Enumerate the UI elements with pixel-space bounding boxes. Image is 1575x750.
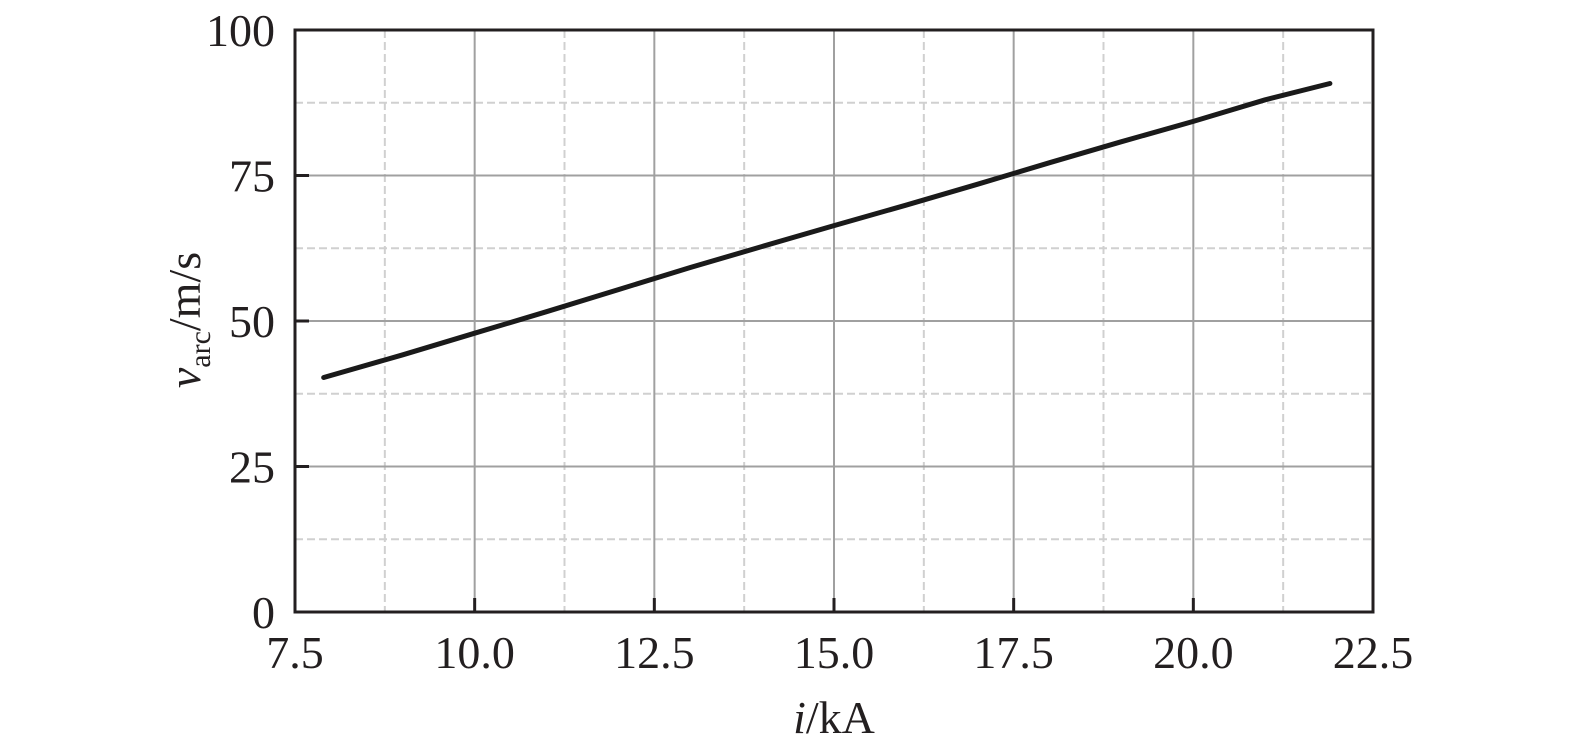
- x-axis-title: i/kA: [793, 692, 875, 743]
- y-axis-variable: v: [159, 367, 210, 388]
- y-axis-ticks: 0 25 50 75 100: [206, 5, 309, 638]
- y-tick-label: 50: [229, 296, 275, 347]
- x-tick-label: 10.0: [434, 627, 515, 678]
- y-tick-label: 100: [206, 5, 275, 56]
- x-tick-label: 22.5: [1333, 627, 1414, 678]
- y-axis-unit: /m/s: [159, 252, 210, 331]
- y-axis-subscript: arc: [184, 331, 217, 368]
- x-tick-label: 12.5: [614, 627, 695, 678]
- series-line: [321, 81, 1333, 380]
- plot-frame: [293, 28, 1375, 614]
- y-tick-label: 75: [229, 151, 275, 202]
- x-tick-label: 20.0: [1153, 627, 1234, 678]
- x-tick-label: 15.0: [794, 627, 875, 678]
- x-axis-unit: /kA: [806, 692, 875, 743]
- x-axis-variable: i: [793, 692, 806, 743]
- x-axis-ticks: 7.5 10.0 12.5 15.0 17.5 20.0 22.5: [266, 598, 1413, 678]
- x-tick-label: 17.5: [973, 627, 1054, 678]
- y-tick-label: 25: [229, 442, 275, 493]
- y-tick-label: 0: [252, 587, 275, 638]
- grid-lines: [295, 30, 1373, 612]
- y-axis-title: varc/m/s: [159, 252, 217, 388]
- x-tick-label: 7.5: [266, 627, 324, 678]
